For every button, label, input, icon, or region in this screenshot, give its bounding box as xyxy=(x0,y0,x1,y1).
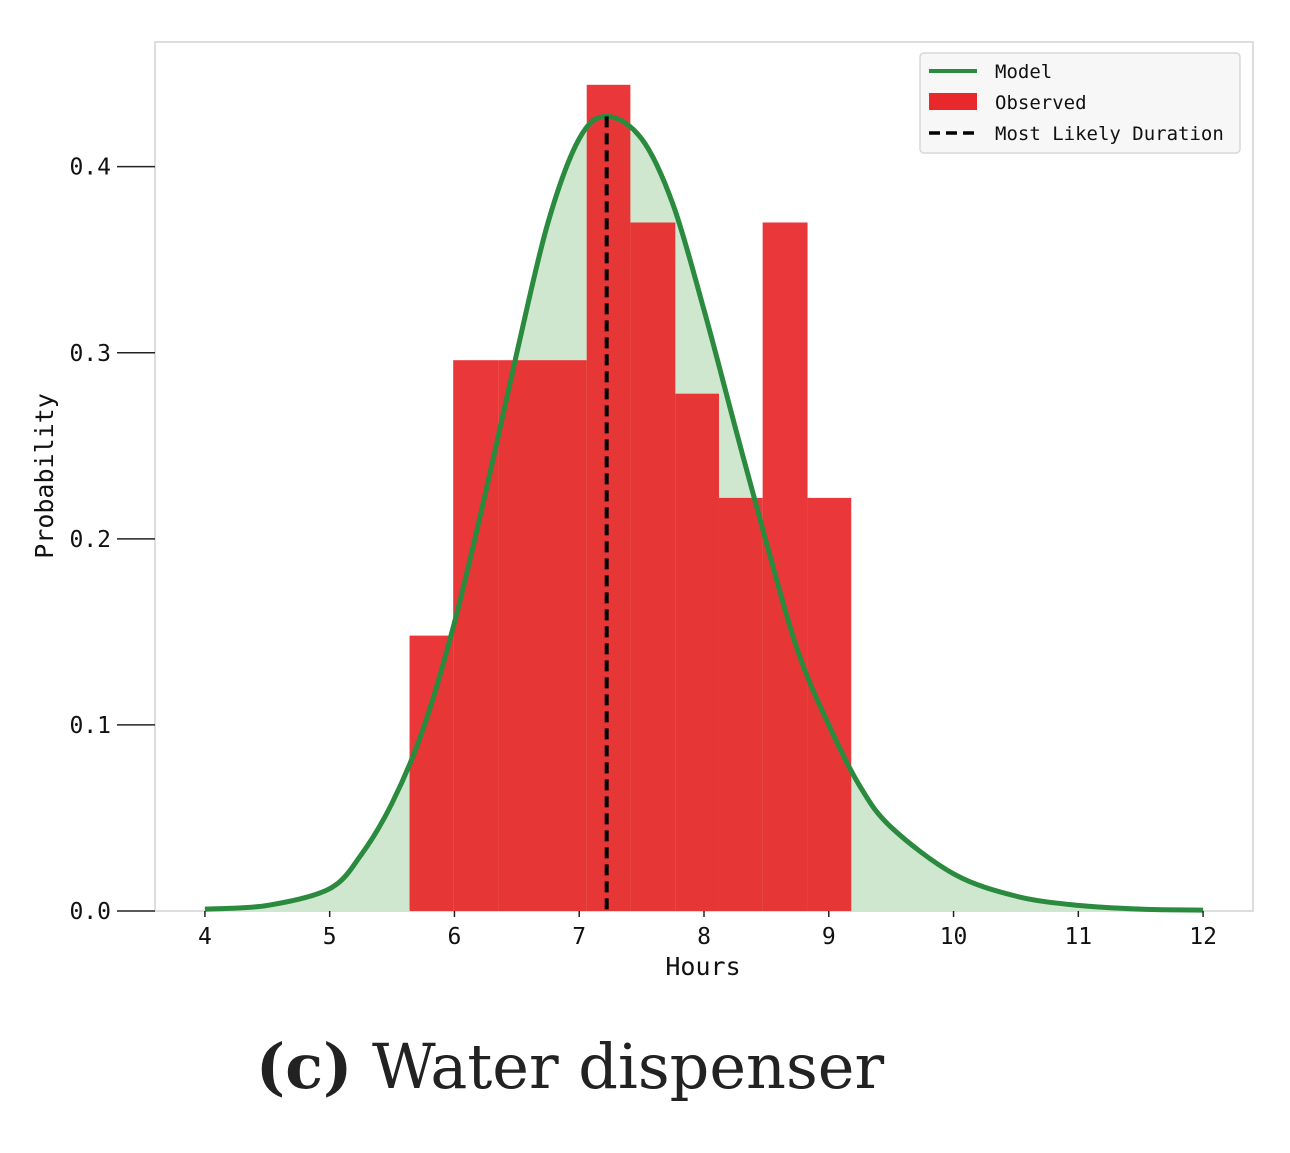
legend-box xyxy=(919,52,1241,154)
x-tick-label: 11 xyxy=(1064,924,1092,950)
legend-mode-label: Most Likely Duration xyxy=(995,123,1224,145)
x-tick-label: 10 xyxy=(940,924,968,950)
y-tick-label: 0.3 xyxy=(69,341,111,367)
caption-text: Water dispenser xyxy=(372,1030,885,1103)
x-tick-label: 8 xyxy=(697,924,711,950)
observed-bars xyxy=(409,84,852,912)
x-tick-label: 4 xyxy=(198,924,212,950)
legend-observed-label: Observed xyxy=(995,92,1087,114)
y-axis-title: Probability xyxy=(30,393,59,559)
observed-bar-3 xyxy=(498,360,587,911)
x-tick-label: 12 xyxy=(1189,924,1217,950)
legend-model-label: Model xyxy=(995,61,1052,83)
y-axis: 0.0 0.1 0.2 0.3 0.4 xyxy=(69,155,155,925)
model-line-layer xyxy=(204,113,1204,913)
observed-bar-8 xyxy=(762,222,808,912)
observed-bar-9 xyxy=(807,497,852,911)
x-tick-label: 5 xyxy=(323,924,337,950)
y-tick-label: 0.1 xyxy=(69,713,111,739)
x-axis-title: Hours xyxy=(665,952,740,981)
x-tick-label: 9 xyxy=(822,924,836,950)
figure-caption: (c) Water dispenser xyxy=(0,1030,1140,1103)
caption-tag: (c) xyxy=(255,1030,353,1103)
x-axis: 4 5 6 7 8 9 10 11 12 xyxy=(198,911,1217,950)
y-tick-label: 0.0 xyxy=(69,899,111,925)
observed-bar-6 xyxy=(675,393,719,911)
x-tick-label: 7 xyxy=(572,924,586,950)
y-tick-label: 0.4 xyxy=(69,155,111,181)
x-tick-label: 6 xyxy=(448,924,462,950)
observed-bar-1 xyxy=(409,635,454,911)
legend-observed-swatch xyxy=(929,93,977,110)
observed-bar-5 xyxy=(630,222,676,912)
y-tick-label: 0.2 xyxy=(69,527,111,553)
observed-bar-7 xyxy=(718,497,763,911)
observed-bar-2 xyxy=(453,360,499,911)
model-curve xyxy=(204,113,1204,913)
legend: Model Observed Most Likely Duration xyxy=(919,52,1241,154)
